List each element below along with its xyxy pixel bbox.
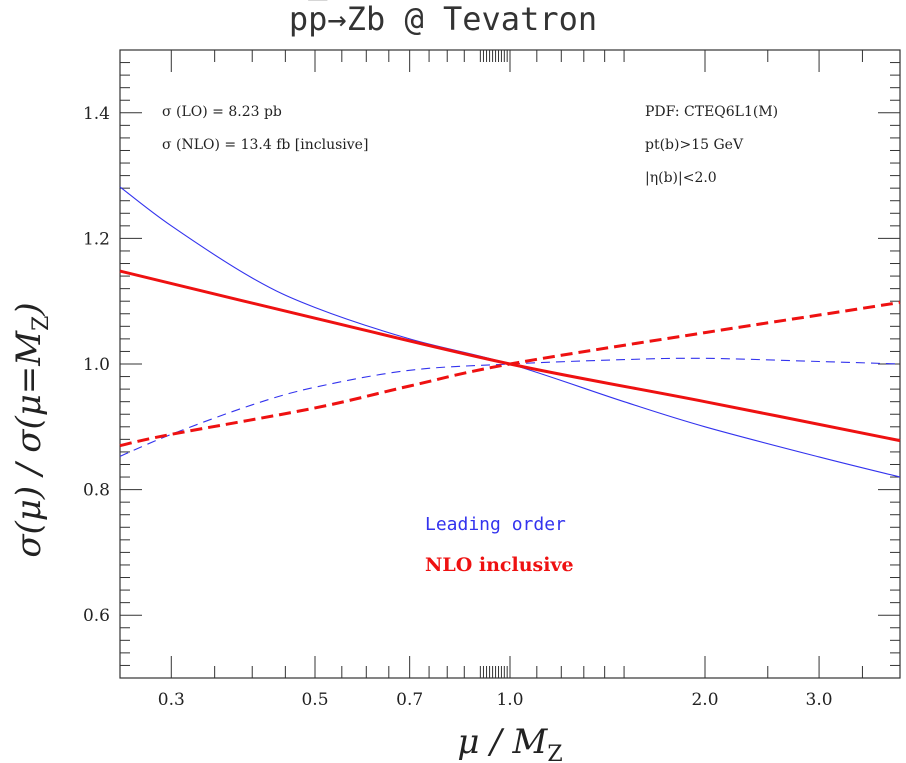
x-tick-label: 3.0: [806, 690, 833, 710]
x-axis-label-sub: Z: [547, 742, 562, 763]
y-tick-label: 0.8: [83, 481, 110, 501]
x-tick-label: 2.0: [691, 690, 718, 710]
y-tick-label: 1.2: [83, 229, 110, 249]
y-tick-label: 0.6: [83, 606, 110, 626]
x-tick-label: 0.5: [301, 690, 328, 710]
annotation-eta: |η(b)|<2.0: [645, 170, 717, 186]
y-axis-label-close: ): [9, 302, 49, 316]
y-axis-label-sub: Z: [29, 316, 54, 331]
y-axis-label: σ(μ) / σ(μ=MZ): [9, 302, 54, 557]
legend-leading-order: Leading order: [425, 514, 566, 535]
x-tick-label: 0.3: [158, 690, 185, 710]
nlo-dashed-line: [119, 300, 901, 448]
legend-nlo-inclusive: NLO inclusive: [425, 554, 574, 576]
annotation-lo: σ (LO) = 8.23 pb: [162, 104, 282, 120]
y-tick-labels: 0.6 0.8 1.0 1.2 1.4: [83, 104, 110, 626]
series-layer: [119, 186, 901, 478]
chart-title: pp→Zb @ Tevatron: [289, 0, 597, 38]
y-tick-label: 1.0: [83, 355, 110, 375]
annotation-nlo: σ (NLO) = 13.4 fb [inclusive]: [162, 137, 368, 153]
title-arrow: →: [327, 0, 346, 38]
annotation-pdf: PDF: CTEQ6L1(M): [645, 104, 778, 120]
annotation-pt: pt(b)>15 GeV: [645, 137, 744, 153]
nlo-solid-line: [119, 269, 901, 443]
y-tick-label: 1.4: [83, 104, 110, 124]
lo-solid-line: [119, 186, 901, 478]
x-axis-label: μ / MZ: [457, 722, 562, 763]
title-rest: Zb @ Tevatron: [347, 0, 597, 38]
title-pbar: p: [308, 0, 327, 38]
x-tick-label: 0.7: [396, 690, 423, 710]
title-p: p: [289, 0, 308, 38]
x-tick-labels: 0.3 0.5 0.7 1.0 2.0 3.0: [158, 690, 833, 710]
x-axis-label-main: μ / M: [457, 722, 548, 762]
axis-ticks: [119, 49, 901, 679]
y-axis-label-main: σ(μ) / σ(μ=M: [9, 330, 49, 558]
lo-dashed-line: [119, 357, 901, 457]
x-tick-label: 1.0: [496, 690, 523, 710]
